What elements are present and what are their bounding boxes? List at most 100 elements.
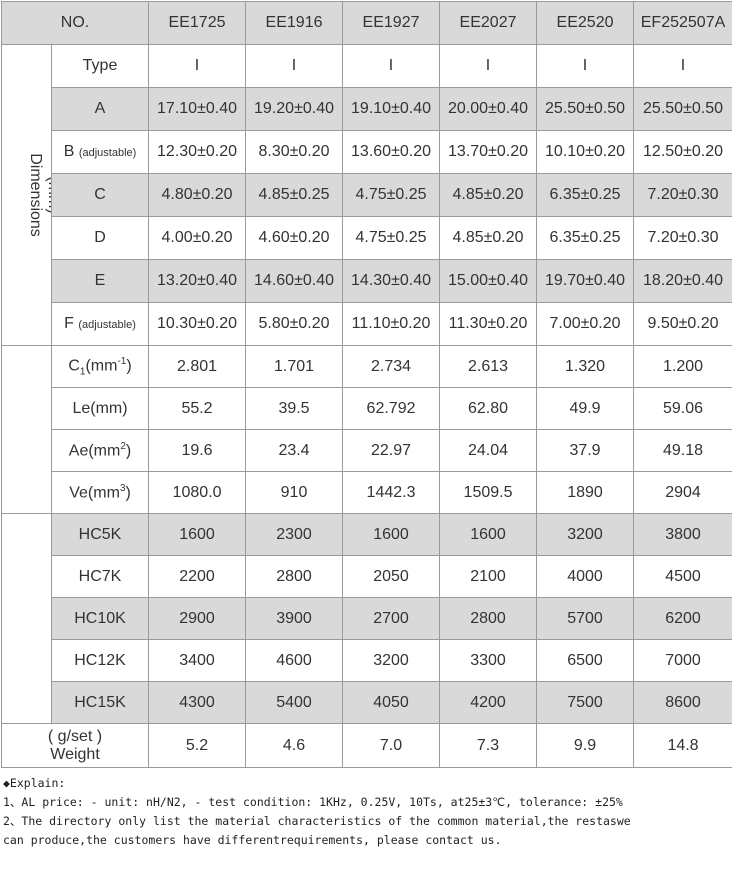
table-cell: 14.60±0.40 [246, 260, 343, 303]
row-label: HC12K [52, 640, 149, 682]
table-cell: 11.10±0.20 [343, 303, 440, 346]
table-cell: 6500 [537, 640, 634, 682]
table-cell: 49.18 [634, 430, 732, 472]
table-cell: 10.30±0.20 [149, 303, 246, 346]
table-cell: 14.30±0.40 [343, 260, 440, 303]
row-label-text: C [94, 186, 106, 203]
table-cell: 3200 [537, 514, 634, 556]
table-cell: 62.80 [440, 388, 537, 430]
table-cell: 5400 [246, 682, 343, 724]
weight-label: ( g/set )Weight [2, 724, 149, 768]
table-cell: 2.613 [440, 346, 537, 388]
table-cell: 20.00±0.40 [440, 88, 537, 131]
group-effective: Effective parameters [2, 346, 52, 514]
row-label: HC5K [52, 514, 149, 556]
row-label: D [52, 217, 149, 260]
row-label: Le(mm) [52, 388, 149, 430]
table-cell: 2904 [634, 472, 732, 514]
table-cell: 37.9 [537, 430, 634, 472]
table-cell: 4.00±0.20 [149, 217, 246, 260]
table-cell: 1.200 [634, 346, 732, 388]
header-core: EE1725 [149, 2, 246, 45]
table-cell: 25.50±0.50 [634, 88, 732, 131]
row-label-text: Ve(mm [69, 484, 120, 501]
table-cell: 8.30±0.20 [246, 131, 343, 174]
row-label-text: C [68, 357, 80, 374]
row-label-end: ) [126, 357, 131, 374]
table-cell: 2100 [440, 556, 537, 598]
table-cell: 13.70±0.20 [440, 131, 537, 174]
row-label: Type [52, 45, 149, 88]
table-cell: I [149, 45, 246, 88]
table-cell: 4.85±0.20 [440, 217, 537, 260]
group-al-text: AL nH/N²±25% [46, 565, 51, 671]
table-cell: 8600 [634, 682, 732, 724]
row-label-text: B [64, 143, 75, 160]
table-cell: 6.35±0.25 [537, 174, 634, 217]
table-cell: 7.00±0.20 [537, 303, 634, 346]
row-label-rest: (mm [85, 357, 117, 374]
table-cell: 1600 [149, 514, 246, 556]
row-label-text: Ae(mm [69, 442, 121, 459]
row-label: Ve(mm3) [52, 472, 149, 514]
table-cell: 19.6 [149, 430, 246, 472]
row-label: HC7K [52, 556, 149, 598]
header-core: EE2520 [537, 2, 634, 45]
weight-label-bottom: Weight [2, 746, 148, 764]
table-cell: 4000 [537, 556, 634, 598]
table-cell: 14.8 [634, 724, 732, 768]
table-cell: 55.2 [149, 388, 246, 430]
table-cell: 11.30±0.20 [440, 303, 537, 346]
table-cell: 5.80±0.20 [246, 303, 343, 346]
group-dimensions-text: (mm) Dimensions [26, 153, 52, 237]
table-cell: I [537, 45, 634, 88]
row-label-end: ) [126, 442, 131, 459]
row-label: F (adjustable) [52, 303, 149, 346]
row-label-text: A [95, 100, 106, 117]
table-cell: 24.04 [440, 430, 537, 472]
table-cell: 39.5 [246, 388, 343, 430]
row-label-text: F [64, 315, 74, 332]
table-cell: 2900 [149, 598, 246, 640]
table-cell: 25.50±0.50 [537, 88, 634, 131]
row-label: C [52, 174, 149, 217]
table-cell: 2.801 [149, 346, 246, 388]
weight-label-top: ( g/set ) [2, 728, 148, 746]
row-label: B (adjustable) [52, 131, 149, 174]
table-cell: 4.85±0.20 [440, 174, 537, 217]
table-cell: 4.6 [246, 724, 343, 768]
table-cell: 7.0 [343, 724, 440, 768]
table-cell: 2800 [246, 556, 343, 598]
table-cell: 6.35±0.25 [537, 217, 634, 260]
table-cell: 2300 [246, 514, 343, 556]
table-cell: 3200 [343, 640, 440, 682]
table-cell: 2200 [149, 556, 246, 598]
table-cell: I [246, 45, 343, 88]
table-cell: 13.20±0.40 [149, 260, 246, 303]
table-cell: 7500 [537, 682, 634, 724]
table-cell: 3400 [149, 640, 246, 682]
table-cell: 19.70±0.40 [537, 260, 634, 303]
row-label-text: Le(mm) [72, 400, 127, 417]
table-cell: 1600 [343, 514, 440, 556]
table-cell: 18.20±0.40 [634, 260, 732, 303]
row-label-text: E [95, 272, 106, 289]
table-cell: 1080.0 [149, 472, 246, 514]
table-cell: 5700 [537, 598, 634, 640]
header-corner: NO. [2, 2, 149, 45]
table-cell: 1600 [440, 514, 537, 556]
row-label-sup: -1 [117, 356, 126, 367]
header-core: EE1916 [246, 2, 343, 45]
